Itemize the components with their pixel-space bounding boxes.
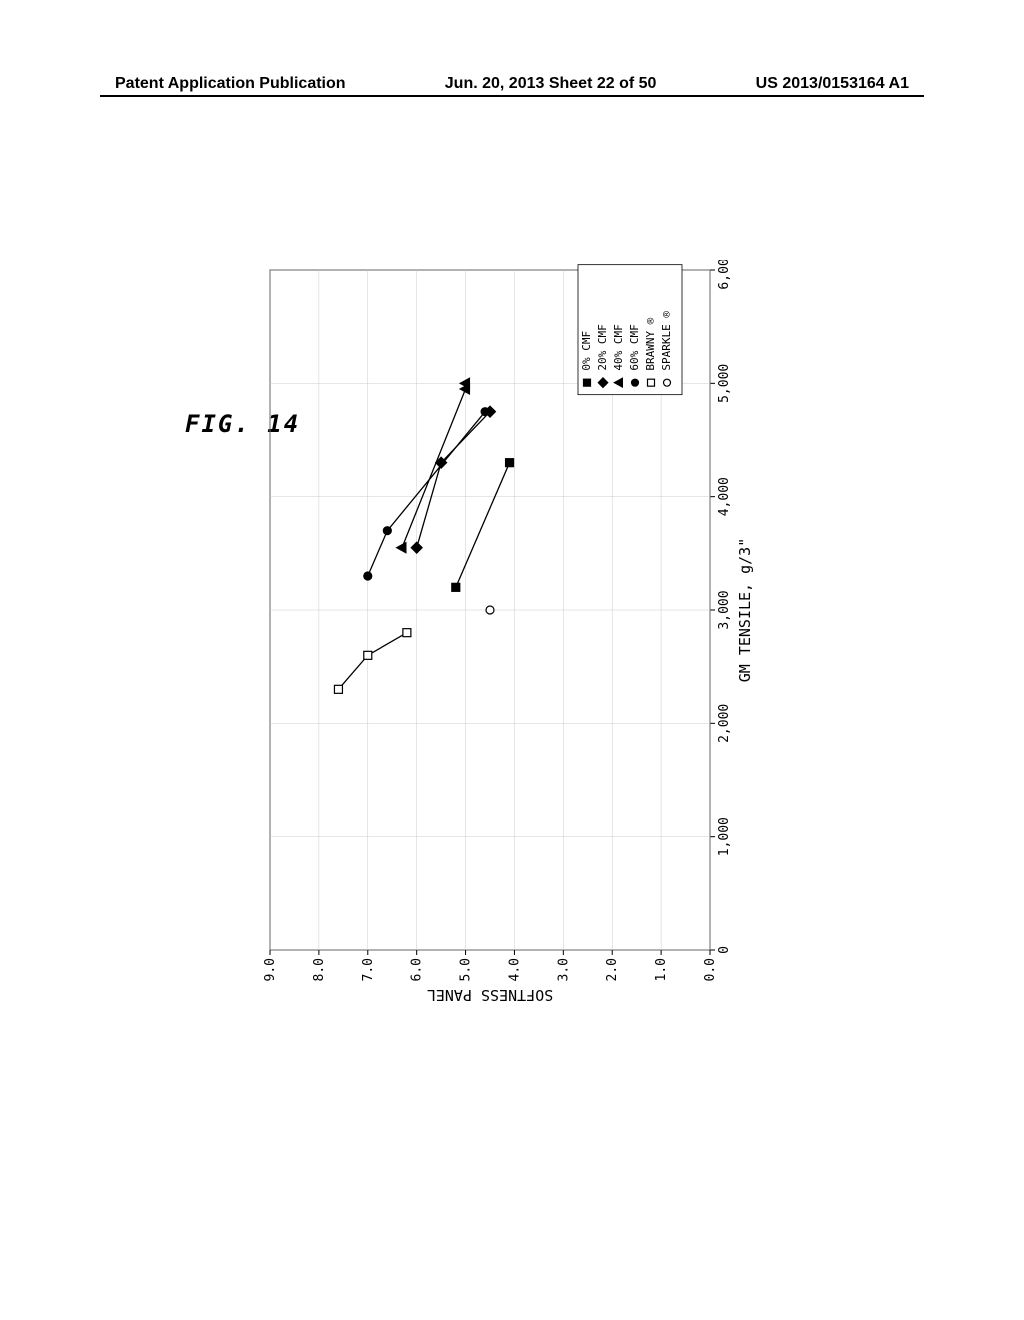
- svg-text:60% CMF: 60% CMF: [628, 324, 641, 370]
- svg-text:6,000: 6,000: [717, 260, 732, 290]
- svg-text:0: 0: [717, 946, 732, 954]
- header-center: Jun. 20, 2013 Sheet 22 of 50: [445, 75, 657, 93]
- svg-text:GM TENSILE, g/3": GM TENSILE, g/3": [736, 538, 754, 683]
- svg-text:3.0: 3.0: [556, 958, 571, 981]
- svg-text:6.0: 6.0: [410, 958, 425, 981]
- svg-text:4,000: 4,000: [717, 477, 732, 516]
- svg-text:7.0: 7.0: [361, 958, 376, 981]
- svg-text:5.0: 5.0: [459, 958, 474, 981]
- svg-text:8.0: 8.0: [312, 958, 327, 981]
- svg-text:0.0: 0.0: [703, 958, 718, 981]
- svg-text:3,000: 3,000: [717, 590, 732, 629]
- svg-text:1.0: 1.0: [654, 958, 669, 981]
- svg-text:9.0: 9.0: [263, 958, 278, 981]
- svg-text:0% CMF: 0% CMF: [580, 331, 593, 371]
- svg-text:20% CMF: 20% CMF: [596, 324, 609, 370]
- svg-text:40% CMF: 40% CMF: [612, 324, 625, 370]
- chart: 0 1,000 2,000 3,000 4,000 5,000 6,000 0.0 1.0 2.0…: [255, 260, 785, 1005]
- svg-text:BRAWNY ®: BRAWNY ®: [644, 317, 657, 370]
- svg-text:1,000: 1,000: [717, 817, 732, 856]
- svg-text:4.0: 4.0: [507, 958, 522, 981]
- svg-text:SOFTNESS PANEL: SOFTNESS PANEL: [427, 986, 553, 1004]
- svg-text:2,000: 2,000: [717, 704, 732, 743]
- chart-svg: 0 1,000 2,000 3,000 4,000 5,000 6,000 0.0 1.0 2.0…: [255, 260, 785, 1005]
- header-left: Patent Application Publication: [115, 75, 346, 93]
- svg-text:SPARKLE ®: SPARKLE ®: [660, 311, 673, 371]
- page-header: Patent Application Publication Jun. 20, …: [0, 75, 1024, 93]
- header-rule: [100, 95, 924, 97]
- svg-text:2.0: 2.0: [605, 958, 620, 981]
- svg-text:5,000: 5,000: [717, 364, 732, 403]
- header-right: US 2013/0153164 A1: [756, 75, 909, 93]
